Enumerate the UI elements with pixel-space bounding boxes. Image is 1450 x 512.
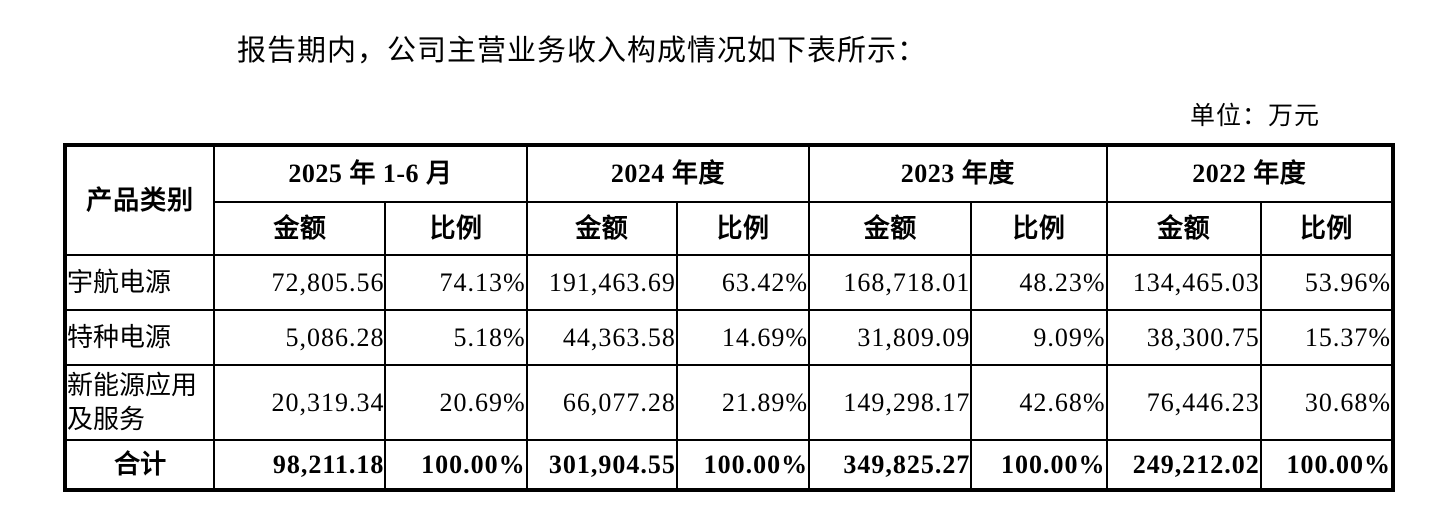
amount-cell: 20,319.34: [213, 364, 387, 441]
ratio-cell: 100.00%: [1259, 439, 1395, 491]
unit-label: 单位：万元: [1189, 103, 1320, 130]
category-cell: 宇航电源: [63, 254, 216, 311]
ratio-cell: 63.42%: [675, 254, 811, 311]
ratio-cell: 14.69%: [675, 309, 811, 366]
table-row: 宇航电源 72,805.56 74.13% 191,463.69 63.42% …: [63, 254, 1395, 311]
amount-cell: 301,904.55: [525, 439, 678, 491]
category-cell: 特种电源: [63, 309, 216, 366]
ratio-cell: 100.00%: [384, 439, 528, 491]
period-header-2023: 2023 年度: [808, 144, 1108, 203]
category-cell: 新能源应用及服务: [63, 364, 216, 441]
ratio-cell: 100.00%: [970, 439, 1108, 491]
header-row-periods: 产品类别 2025 年 1-6 月 2024 年度 2023 年度 2022 年…: [63, 144, 1395, 256]
ratio-header: 比例: [384, 201, 528, 256]
revenue-composition-table: 产品类别 2025 年 1-6 月 2024 年度 2023 年度 2022 年…: [63, 143, 1395, 492]
amount-header: 金额: [808, 201, 973, 256]
amount-header: 金额: [1105, 201, 1262, 256]
amount-cell: 72,805.56: [213, 254, 387, 311]
header-row-subcolumns: 金额 比例 金额 比例 金额 比例 金额 比例: [65, 201, 1395, 256]
amount-cell: 134,465.03: [1105, 254, 1262, 311]
amount-cell: 98,211.18: [213, 439, 387, 491]
amount-header: 金额: [213, 201, 387, 256]
ratio-cell: 30.68%: [1259, 364, 1395, 441]
intro-text: 报告期内，公司主营业务收入构成情况如下表所示：: [237, 35, 928, 67]
period-header-2025h1: 2025 年 1-6 月: [213, 144, 528, 203]
amount-cell: 5,086.28: [213, 309, 387, 366]
amount-cell: 44,363.58: [525, 309, 678, 366]
category-header: 产品类别: [63, 144, 216, 256]
ratio-cell: 100.00%: [675, 439, 811, 491]
amount-cell: 66,077.28: [525, 364, 678, 441]
table-row: 特种电源 5,086.28 5.18% 44,363.58 14.69% 31,…: [63, 309, 1395, 366]
amount-header: 金额: [525, 201, 678, 256]
ratio-header: 比例: [970, 201, 1108, 256]
ratio-cell: 5.18%: [384, 309, 528, 366]
amount-cell: 249,212.02: [1105, 439, 1262, 491]
amount-cell: 349,825.27: [808, 439, 973, 491]
period-header-2022: 2022 年度: [1105, 144, 1395, 203]
amount-cell: 76,446.23: [1105, 364, 1262, 441]
ratio-cell: 42.68%: [970, 364, 1108, 441]
ratio-cell: 15.37%: [1259, 309, 1395, 366]
period-header-2024: 2024 年度: [525, 144, 811, 203]
amount-cell: 38,300.75: [1105, 309, 1262, 366]
amount-cell: 149,298.17: [808, 364, 973, 441]
ratio-cell: 53.96%: [1259, 254, 1395, 311]
amount-cell: 168,718.01: [808, 254, 973, 311]
total-label-cell: 合计: [63, 439, 216, 491]
ratio-cell: 9.09%: [970, 309, 1108, 366]
amount-cell: 191,463.69: [525, 254, 678, 311]
ratio-cell: 21.89%: [675, 364, 811, 441]
table-row: 新能源应用及服务 20,319.34 20.69% 66,077.28 21.8…: [63, 364, 1395, 441]
ratio-cell: 20.69%: [384, 364, 528, 441]
ratio-header: 比例: [675, 201, 811, 256]
total-row: 合计 98,211.18 100.00% 301,904.55 100.00% …: [63, 439, 1395, 491]
ratio-header: 比例: [1259, 201, 1395, 256]
ratio-cell: 48.23%: [970, 254, 1108, 311]
amount-cell: 31,809.09: [808, 309, 973, 366]
ratio-cell: 74.13%: [384, 254, 528, 311]
